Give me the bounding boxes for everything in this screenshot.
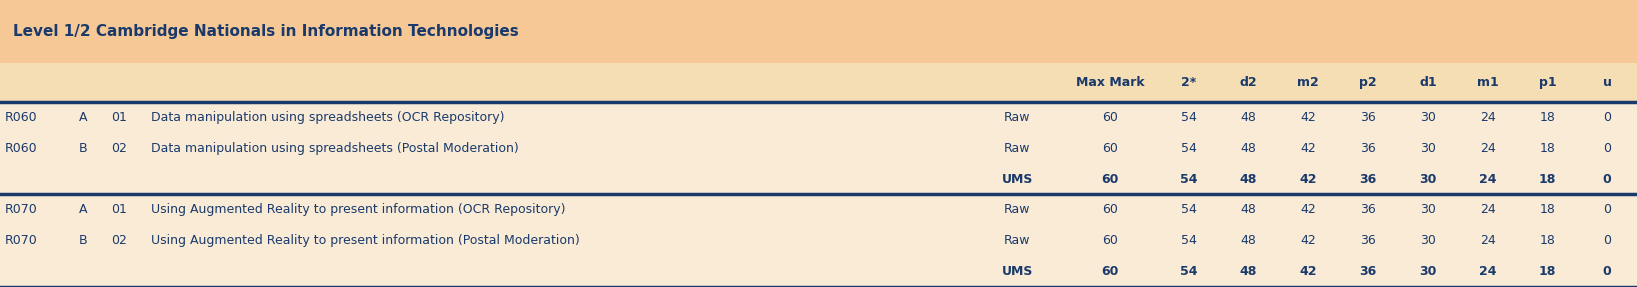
Text: m2: m2 [1298, 76, 1319, 89]
Text: 60: 60 [1102, 234, 1118, 247]
Text: 42: 42 [1300, 203, 1316, 216]
FancyBboxPatch shape [0, 133, 1637, 164]
Text: 18: 18 [1539, 265, 1557, 278]
Text: 48: 48 [1239, 172, 1257, 185]
Text: 02: 02 [111, 234, 128, 247]
Text: 24: 24 [1478, 265, 1496, 278]
Text: 02: 02 [111, 142, 128, 155]
Text: 18: 18 [1539, 203, 1555, 216]
Text: R070: R070 [5, 234, 38, 247]
Text: 01: 01 [111, 203, 128, 216]
Text: B: B [79, 142, 87, 155]
Text: Using Augmented Reality to present information (OCR Repository): Using Augmented Reality to present infor… [151, 203, 565, 216]
Text: 0: 0 [1603, 172, 1611, 185]
Text: 30: 30 [1419, 265, 1437, 278]
Text: R070: R070 [5, 203, 38, 216]
Text: u: u [1603, 76, 1611, 89]
FancyBboxPatch shape [0, 225, 1637, 256]
Text: R060: R060 [5, 142, 38, 155]
Text: Using Augmented Reality to present information (Postal Moderation): Using Augmented Reality to present infor… [151, 234, 579, 247]
Text: 60: 60 [1102, 265, 1118, 278]
Text: 36: 36 [1359, 172, 1377, 185]
FancyBboxPatch shape [0, 63, 1637, 102]
Text: 48: 48 [1239, 265, 1257, 278]
FancyBboxPatch shape [0, 195, 1637, 225]
Text: Level 1/2 Cambridge Nationals in Information Technologies: Level 1/2 Cambridge Nationals in Informa… [13, 24, 519, 39]
Text: 24: 24 [1480, 111, 1496, 124]
Text: 54: 54 [1180, 111, 1197, 124]
Text: 54: 54 [1180, 265, 1198, 278]
Text: Max Mark: Max Mark [1076, 76, 1144, 89]
Text: 36: 36 [1360, 111, 1377, 124]
Text: p1: p1 [1539, 76, 1557, 89]
Text: 60: 60 [1102, 142, 1118, 155]
Text: 18: 18 [1539, 234, 1555, 247]
Text: 54: 54 [1180, 142, 1197, 155]
Text: 48: 48 [1241, 111, 1257, 124]
Text: Data manipulation using spreadsheets (OCR Repository): Data manipulation using spreadsheets (OC… [151, 111, 504, 124]
Text: 24: 24 [1480, 234, 1496, 247]
Text: 24: 24 [1478, 172, 1496, 185]
Text: 01: 01 [111, 111, 128, 124]
Text: 36: 36 [1360, 203, 1377, 216]
Text: B: B [79, 234, 87, 247]
Text: 60: 60 [1102, 111, 1118, 124]
Text: m1: m1 [1477, 76, 1498, 89]
Text: 36: 36 [1360, 142, 1377, 155]
Text: 0: 0 [1603, 111, 1611, 124]
Text: 48: 48 [1241, 142, 1257, 155]
Text: 42: 42 [1300, 142, 1316, 155]
FancyBboxPatch shape [0, 256, 1637, 287]
Text: 42: 42 [1300, 234, 1316, 247]
Text: Raw: Raw [1003, 234, 1031, 247]
Text: 54: 54 [1180, 203, 1197, 216]
Text: d2: d2 [1239, 76, 1257, 89]
Text: p2: p2 [1359, 76, 1377, 89]
Text: 30: 30 [1419, 203, 1436, 216]
Text: 36: 36 [1360, 234, 1377, 247]
Text: 36: 36 [1359, 265, 1377, 278]
FancyBboxPatch shape [0, 0, 1637, 63]
Text: 18: 18 [1539, 142, 1555, 155]
Text: d1: d1 [1419, 76, 1437, 89]
Text: Raw: Raw [1003, 142, 1031, 155]
FancyBboxPatch shape [0, 164, 1637, 195]
Text: 60: 60 [1102, 203, 1118, 216]
Text: Raw: Raw [1003, 203, 1031, 216]
Text: A: A [79, 111, 87, 124]
Text: R060: R060 [5, 111, 38, 124]
Text: A: A [79, 203, 87, 216]
Text: UMS: UMS [1002, 265, 1033, 278]
Text: 18: 18 [1539, 111, 1555, 124]
FancyBboxPatch shape [0, 102, 1637, 133]
Text: 30: 30 [1419, 111, 1436, 124]
Text: 42: 42 [1300, 172, 1318, 185]
Text: 42: 42 [1300, 265, 1318, 278]
Text: 24: 24 [1480, 203, 1496, 216]
Text: 30: 30 [1419, 172, 1437, 185]
Text: 48: 48 [1241, 203, 1257, 216]
Text: 0: 0 [1603, 234, 1611, 247]
Text: Raw: Raw [1003, 111, 1031, 124]
Text: 54: 54 [1180, 172, 1198, 185]
Text: 0: 0 [1603, 265, 1611, 278]
Text: Data manipulation using spreadsheets (Postal Moderation): Data manipulation using spreadsheets (Po… [151, 142, 519, 155]
Text: 0: 0 [1603, 203, 1611, 216]
Text: 48: 48 [1241, 234, 1257, 247]
Text: 54: 54 [1180, 234, 1197, 247]
Text: 2*: 2* [1182, 76, 1197, 89]
Text: 24: 24 [1480, 142, 1496, 155]
Text: 18: 18 [1539, 172, 1557, 185]
Text: 60: 60 [1102, 172, 1118, 185]
Text: 42: 42 [1300, 111, 1316, 124]
Text: 30: 30 [1419, 234, 1436, 247]
Text: 30: 30 [1419, 142, 1436, 155]
Text: 0: 0 [1603, 142, 1611, 155]
Text: UMS: UMS [1002, 172, 1033, 185]
